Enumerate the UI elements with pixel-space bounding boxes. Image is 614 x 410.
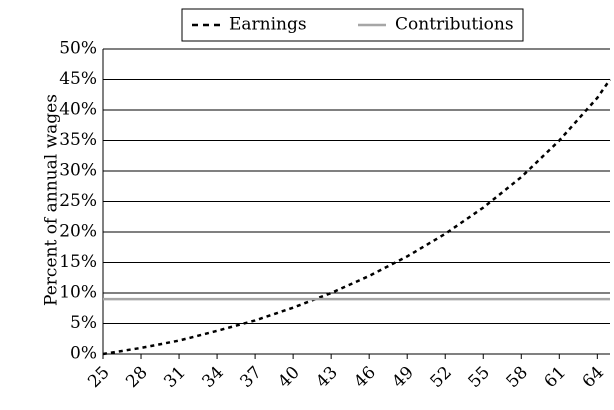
x-tick-label: 55 <box>465 363 494 392</box>
x-tick-label: 37 <box>236 363 265 392</box>
x-tick-label: 34 <box>198 363 227 392</box>
y-tick-label: 25% <box>59 191 97 211</box>
y-tick-label: 10% <box>59 283 97 303</box>
x-tick-label: 31 <box>160 363 189 392</box>
y-tick-label: 45% <box>59 69 97 89</box>
y-tick-label: 0% <box>70 344 97 364</box>
x-tick-label: 25 <box>84 363 113 392</box>
x-tick-label: 58 <box>503 363 532 392</box>
y-tick-label: 20% <box>59 222 97 242</box>
legend-label: Earnings <box>229 15 307 35</box>
x-tick-label: 28 <box>122 363 151 392</box>
legend-label: Contributions <box>395 15 514 35</box>
x-tick-label: 43 <box>312 363 341 392</box>
y-tick-label: 35% <box>59 130 97 150</box>
legend-box <box>181 8 524 42</box>
y-tick-label: 5% <box>70 313 97 333</box>
y-axis-label: Percent of annual wages <box>42 94 62 306</box>
y-tick-label: 15% <box>59 252 97 272</box>
x-tick-label: 64 <box>579 363 608 392</box>
y-tick-label: 40% <box>59 100 97 120</box>
x-tick-label: 40 <box>274 363 303 392</box>
x-tick-label: 46 <box>350 363 379 392</box>
x-tick-label: 52 <box>426 363 455 392</box>
y-tick-label: 30% <box>59 161 97 181</box>
x-tick-label: 49 <box>388 363 417 392</box>
line-series <box>102 78 612 356</box>
x-tick-label: 61 <box>541 363 570 392</box>
y-tick-label: 50% <box>59 39 97 59</box>
